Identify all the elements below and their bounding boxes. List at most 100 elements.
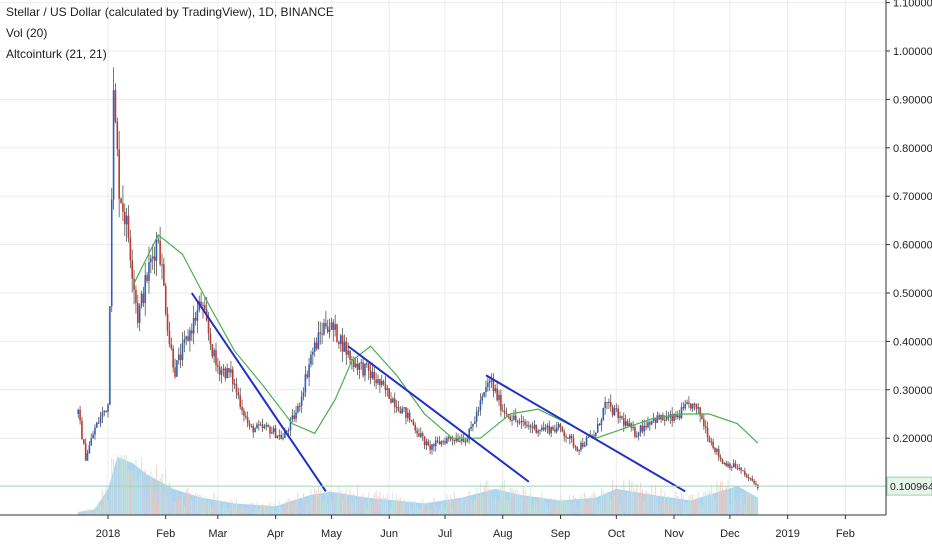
volume-bar — [280, 505, 282, 515]
candle-body — [371, 371, 374, 379]
volume-bar — [718, 485, 720, 515]
volume-bar — [487, 479, 489, 515]
volume-bar — [585, 504, 588, 515]
candle-body — [369, 370, 372, 379]
volume-bar — [291, 504, 293, 515]
volume-bar — [436, 506, 439, 515]
volume-bar — [468, 491, 470, 515]
candle-body — [475, 411, 478, 422]
candle-body — [84, 443, 87, 461]
volume-bar — [306, 503, 308, 515]
volume-bar — [241, 507, 243, 515]
time-tick-label: Sep — [551, 528, 571, 540]
candle-body — [213, 350, 215, 357]
candle-body — [146, 275, 148, 281]
volume-bar — [680, 492, 683, 515]
candle-body — [256, 424, 258, 429]
candle-body — [127, 215, 130, 238]
volume-bar — [213, 492, 215, 515]
volume-bar — [554, 507, 556, 515]
volume-bar — [245, 507, 247, 515]
volume-bar — [697, 491, 699, 515]
volume-bar — [569, 494, 571, 515]
candle-body — [665, 417, 668, 420]
candle-body — [345, 341, 348, 355]
candle-body — [375, 379, 377, 384]
moving-average-line — [133, 233, 759, 444]
candle-body — [526, 424, 528, 427]
volume-bar — [219, 501, 221, 515]
volume-bar — [116, 455, 118, 515]
volume-bar — [455, 501, 457, 515]
volume-bar — [464, 496, 467, 515]
volume-bar — [325, 494, 327, 515]
candle-body — [343, 341, 346, 352]
candle-body — [667, 417, 670, 419]
candle-body — [338, 341, 340, 345]
volume-bar — [589, 495, 591, 515]
candle-body — [481, 396, 484, 401]
volume-bar — [729, 504, 731, 515]
candle-body — [308, 364, 310, 378]
chart-title[interactable]: Stellar / US Dollar (calculated by Tradi… — [6, 5, 334, 19]
volume-bar — [234, 507, 236, 515]
volume-indicator-label[interactable]: Vol (20) — [6, 26, 48, 40]
volume-bar — [204, 495, 206, 515]
custom-indicator-label[interactable]: Altcointurk (21, 21) — [6, 47, 107, 61]
candle-body — [524, 421, 526, 425]
candle-body — [284, 431, 286, 438]
volume-bar — [431, 507, 433, 515]
volume-bar — [606, 491, 608, 515]
volume-bar — [150, 471, 152, 515]
candle-body — [723, 462, 726, 464]
volume-bar — [314, 488, 316, 515]
volume-bar — [418, 508, 420, 515]
volume-bar — [148, 479, 150, 515]
candle-body — [90, 438, 93, 446]
volume-bar — [152, 479, 154, 515]
volume-bar — [420, 508, 422, 515]
candle-body — [544, 427, 547, 430]
volume-bar — [537, 496, 539, 515]
volume-bar — [390, 507, 392, 515]
candle-body — [421, 433, 424, 437]
price-tick-label: 0.5000000 — [893, 288, 932, 300]
volume-bar — [531, 507, 534, 515]
candle-body — [572, 438, 575, 447]
volume-bar — [271, 505, 273, 515]
candle-body — [312, 351, 314, 355]
volume-bar — [165, 469, 167, 515]
candle-body — [332, 322, 335, 330]
candle-body — [742, 470, 744, 472]
volume-bar — [384, 497, 387, 515]
volume-bar — [394, 502, 396, 515]
volume-bar — [276, 507, 279, 515]
candle-body — [555, 427, 558, 432]
candle-body — [86, 453, 89, 461]
time-tick-label: Oct — [608, 528, 625, 540]
candle-body — [416, 430, 418, 434]
volume-bar — [528, 495, 530, 515]
volume-bar — [232, 501, 234, 515]
candle-body — [725, 462, 727, 467]
candle-body — [522, 420, 525, 422]
time-tick-label: Mar — [208, 528, 227, 540]
candle-body — [304, 374, 307, 393]
volume-bar — [673, 504, 675, 515]
candle-body — [176, 360, 178, 377]
candle-body — [462, 438, 465, 443]
volume-bar — [693, 499, 696, 515]
volume-bar — [459, 501, 461, 515]
volume-bar — [701, 506, 703, 515]
time-tick-label: Apr — [267, 528, 284, 540]
last-price-badge — [886, 476, 932, 496]
candle-body — [170, 344, 173, 349]
volume-bar — [451, 507, 454, 515]
volume-bar — [328, 490, 331, 515]
candle-body — [319, 332, 322, 334]
candle-body — [204, 305, 206, 310]
candle-body — [721, 459, 724, 464]
volume-bar — [580, 494, 582, 515]
